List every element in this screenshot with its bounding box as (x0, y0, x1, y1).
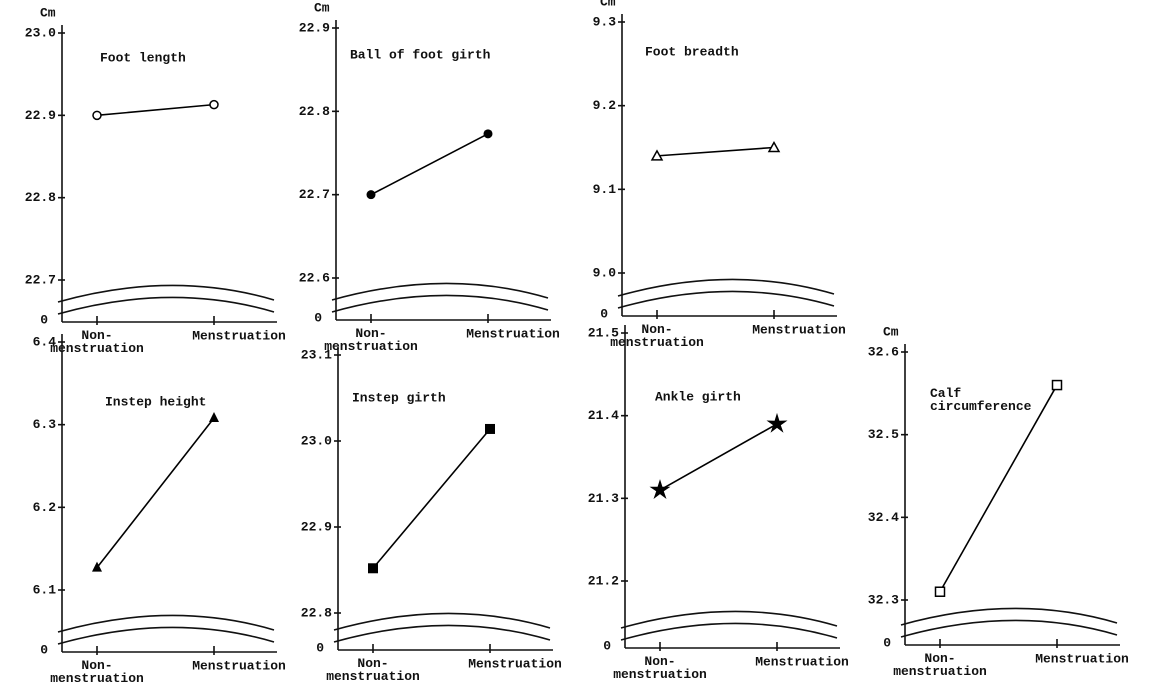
axis-break (617, 290, 835, 309)
x-tick-label: Non-menstruation (613, 654, 707, 682)
axis-break-label: 0 (40, 312, 48, 327)
y-tick-label: 32.3 (868, 592, 899, 607)
y-tick-label: 23.1 (301, 347, 332, 362)
panel-title: Foot length (100, 50, 186, 65)
y-tick-label: 32.4 (868, 510, 899, 525)
axis-break-label: 0 (603, 638, 611, 653)
series-line (96, 103, 215, 117)
marker (1051, 379, 1063, 391)
series-line (370, 133, 489, 196)
marker (366, 190, 376, 200)
marker (92, 110, 102, 121)
marker (209, 412, 219, 423)
axis-break (331, 282, 549, 301)
axis-break-label: 0 (40, 642, 48, 657)
axis-break-label: 0 (316, 640, 324, 655)
axis-break (620, 610, 838, 629)
y-tick-label: 9.2 (593, 98, 617, 113)
marker (767, 140, 781, 153)
y-tick-label: 23.0 (25, 25, 56, 40)
y-unit: Cm (883, 324, 899, 339)
axis-break (900, 607, 1118, 626)
panel-title: Calf circumference (930, 386, 1032, 414)
y-tick-label: 9.1 (593, 182, 617, 197)
y-tick-label: 21.3 (588, 491, 619, 506)
y-tick-label: 9.3 (593, 14, 617, 29)
panel-title: Ankle girth (655, 389, 741, 404)
marker (649, 479, 671, 499)
x-tick-label: Menstruation (192, 328, 286, 343)
marker (485, 423, 495, 434)
x-tick-label: Non-menstruation (50, 658, 144, 686)
y-tick-label: 22.7 (25, 272, 56, 287)
axis-break (57, 614, 275, 633)
series-line (659, 423, 778, 491)
series-line (372, 428, 491, 569)
y-tick-label: 6.1 (33, 582, 57, 597)
axis-break (333, 624, 551, 643)
y-tick-label: 22.8 (301, 605, 332, 620)
marker (483, 129, 493, 139)
x-tick-label: Non-menstruation (893, 651, 987, 679)
y-tick-label: 22.8 (25, 190, 56, 205)
x-tick-label: Non-menstruation (50, 328, 144, 356)
axis-break (57, 284, 275, 303)
y-tick-label: 22.6 (299, 270, 330, 285)
y-unit: Cm (600, 0, 616, 9)
panel-title: Foot breadth (645, 44, 739, 59)
axis-break (57, 296, 275, 315)
axis-break (900, 619, 1118, 638)
y-tick-label: 32.5 (868, 427, 899, 442)
x-tick-label: Menstruation (192, 658, 286, 673)
x-tick-label: Menstruation (755, 654, 849, 669)
series-line (96, 417, 215, 569)
y-tick-label: 22.9 (299, 20, 330, 35)
marker (650, 149, 664, 161)
axis-break (333, 612, 551, 631)
axis-break (617, 278, 835, 297)
marker (766, 412, 788, 433)
marker (368, 563, 378, 574)
x-tick-label: Non-menstruation (610, 322, 704, 350)
y-unit: Cm (40, 5, 56, 20)
panel-title: Instep height (105, 394, 206, 409)
axis-break (620, 622, 838, 641)
x-tick-label: Non-menstruation (324, 326, 418, 354)
series-line (656, 146, 775, 157)
y-unit: Cm (314, 0, 330, 15)
series-line (939, 384, 1058, 593)
panel-title: Ball of foot girth (350, 47, 491, 62)
y-tick-label: 22.9 (301, 519, 332, 534)
axis-break-label: 0 (600, 306, 608, 321)
axis-break-label: 0 (883, 635, 891, 650)
y-tick-label: 21.2 (588, 573, 619, 588)
axis-break (331, 294, 549, 313)
axis-break-label: 0 (314, 310, 322, 325)
x-tick-label: Menstruation (1035, 651, 1129, 666)
y-tick-label: 22.8 (299, 104, 330, 119)
y-tick-label: 21.5 (588, 325, 619, 340)
marker (934, 586, 946, 597)
axis-break (57, 626, 275, 645)
y-tick-label: 6.2 (33, 500, 57, 515)
y-tick-label: 22.9 (25, 108, 56, 123)
y-tick-label: 21.4 (588, 408, 619, 423)
x-tick-label: Menstruation (466, 326, 560, 341)
x-tick-label: Non-menstruation (326, 656, 420, 684)
y-tick-label: 23.0 (301, 433, 332, 448)
marker (209, 99, 219, 110)
x-tick-label: Menstruation (468, 656, 562, 671)
y-tick-label: 32.6 (868, 344, 899, 359)
x-tick-label: Menstruation (752, 322, 846, 337)
y-tick-label: 9.0 (593, 265, 617, 280)
y-tick-label: 22.7 (299, 187, 330, 202)
marker (92, 561, 102, 572)
y-tick-label: 6.4 (33, 334, 57, 349)
y-tick-label: 6.3 (33, 417, 57, 432)
panel-title: Instep girth (352, 390, 446, 405)
